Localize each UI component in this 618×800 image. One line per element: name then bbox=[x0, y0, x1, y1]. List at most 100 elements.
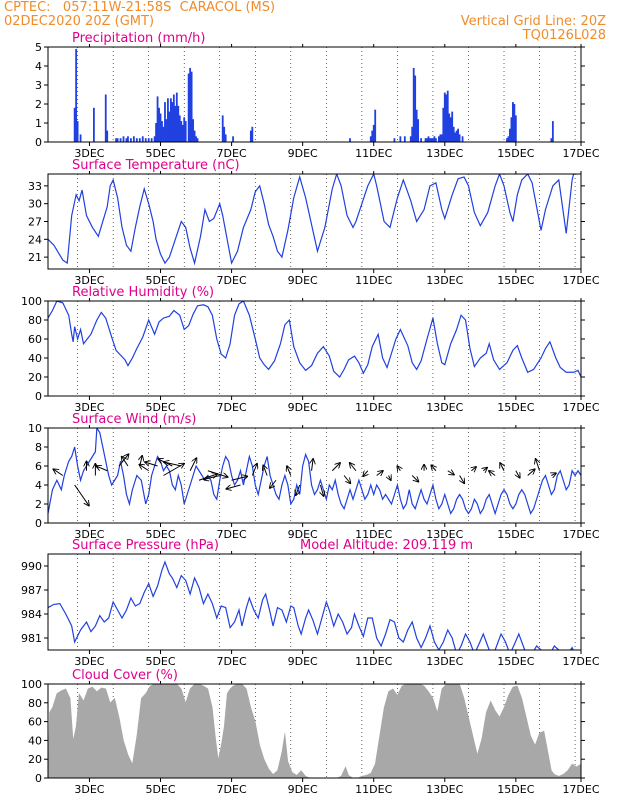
cloud-area bbox=[48, 684, 581, 778]
wind-y-tick-label: 10 bbox=[28, 422, 42, 435]
precip-bar bbox=[73, 107, 76, 142]
cloud-y-tick-label: 60 bbox=[28, 716, 42, 729]
temp-y-tick-label: 30 bbox=[28, 198, 42, 211]
temp-panel: Surface Temperature (nC) 21 24 27 30 33 3DEC 5D… bbox=[28, 158, 600, 287]
wind-x-tick-label: 17DEC bbox=[562, 528, 599, 541]
precip-bar bbox=[232, 136, 234, 142]
rh-x-tick-label: 11DEC bbox=[355, 401, 392, 414]
wind-vector-arrow bbox=[536, 459, 540, 471]
precip-bar bbox=[510, 117, 513, 142]
precip-frame bbox=[47, 46, 582, 143]
cloud-x-tick-label: 5DEC bbox=[145, 783, 175, 796]
cloud-x-tick-label: 13DEC bbox=[426, 783, 463, 796]
precip-bar bbox=[443, 92, 446, 142]
wind-vector-arrow bbox=[226, 484, 241, 489]
precip-bar bbox=[437, 136, 440, 142]
precip-bar bbox=[174, 105, 177, 142]
temp-x-tick-label: 13DEC bbox=[426, 274, 463, 287]
cloud-x-tick-label: 11DEC bbox=[355, 783, 392, 796]
precip-bar bbox=[168, 111, 171, 142]
precip-x-tick-label: 5DEC bbox=[145, 147, 175, 160]
wind-vector-arrow bbox=[489, 471, 496, 476]
precip-bar bbox=[514, 115, 517, 142]
precip-bar bbox=[169, 98, 172, 142]
precip-bar bbox=[132, 136, 135, 142]
precip-bar bbox=[150, 138, 153, 142]
precip-title: Precipitation (mm/h) bbox=[72, 31, 205, 46]
wind-y-tick-label: 4 bbox=[35, 479, 42, 492]
wind-vector-arrow bbox=[551, 473, 556, 475]
precip-bar bbox=[442, 107, 445, 142]
precip-bar bbox=[178, 115, 181, 142]
rh-y-tick-label: 100 bbox=[21, 295, 42, 308]
precip-bar bbox=[115, 138, 118, 142]
rh-x-tick-label: 17DEC bbox=[562, 401, 599, 414]
precip-bar bbox=[161, 121, 163, 142]
cloud-frame bbox=[47, 683, 582, 779]
wind-y-tick-label: 8 bbox=[35, 441, 42, 454]
precip-bar bbox=[374, 109, 377, 142]
press-title: Surface Pressure (hPa) bbox=[72, 538, 219, 553]
cloud-x-tick-label: 17DEC bbox=[562, 783, 599, 796]
wind-x-tick-label: 13DEC bbox=[426, 528, 463, 541]
precip-bar bbox=[455, 130, 458, 142]
cloud-title: Cloud Cover (%) bbox=[72, 668, 178, 683]
precip-bar bbox=[76, 121, 79, 142]
cloud-x-tick-label: 15DEC bbox=[497, 783, 534, 796]
precip-bar bbox=[426, 138, 428, 142]
rh-x-tick-label: 3DEC bbox=[74, 401, 104, 414]
precip-bar bbox=[147, 138, 150, 142]
wind-x-tick-label: 3DEC bbox=[74, 528, 104, 541]
precip-bar bbox=[75, 48, 78, 142]
press-y-tick-label: 987 bbox=[21, 584, 42, 597]
press-frame bbox=[47, 553, 582, 651]
precip-bar bbox=[412, 67, 415, 142]
press-y-tick-label: 990 bbox=[21, 560, 42, 573]
precip-bar bbox=[372, 124, 375, 142]
rh-x-tick-label: 15DEC bbox=[497, 401, 534, 414]
precip-bar bbox=[192, 119, 194, 142]
precip-bar bbox=[162, 126, 165, 142]
temp-frame bbox=[47, 173, 582, 270]
wind-title: Surface Wind (m/s) bbox=[72, 412, 196, 427]
wind-vector-arrow bbox=[139, 464, 149, 472]
precip-bar bbox=[187, 73, 190, 142]
rh-x-tick-label: 7DEC bbox=[217, 401, 247, 414]
rh-y-tick-label: 60 bbox=[28, 333, 42, 346]
precip-bar bbox=[393, 138, 396, 142]
rh-x-tick-label: 9DEC bbox=[288, 401, 318, 414]
cloud-x-tick-label: 3DEC bbox=[74, 783, 104, 796]
precip-bar bbox=[189, 67, 192, 142]
temp-title: Surface Temperature (nC) bbox=[72, 158, 240, 173]
precip-bar bbox=[119, 138, 122, 142]
cloud-x-tick-label: 7DEC bbox=[217, 783, 247, 796]
precip-y-tick-label: 4 bbox=[35, 60, 42, 73]
press-x-tick-label: 3DEC bbox=[74, 655, 104, 668]
precip-bar bbox=[106, 130, 109, 142]
precip-bar bbox=[138, 138, 141, 142]
wind-frame bbox=[47, 427, 582, 524]
precip-y-tick-label: 2 bbox=[35, 98, 42, 111]
wind-y-tick-label: 2 bbox=[35, 498, 42, 511]
wind-x-tick-label: 11DEC bbox=[355, 528, 392, 541]
wind-x-tick-label: 5DEC bbox=[145, 528, 175, 541]
precip-bar bbox=[155, 123, 157, 142]
wind-vector-arrow bbox=[263, 465, 267, 476]
wind-vector-arrow bbox=[331, 463, 340, 472]
rh-series-line bbox=[48, 301, 581, 378]
rh-x-tick-label: 13DEC bbox=[426, 401, 463, 414]
precip-bar bbox=[122, 136, 125, 142]
precip-bar bbox=[172, 94, 175, 142]
temp-x-tick-label: 15DEC bbox=[497, 274, 534, 287]
wind-y-tick-label: 6 bbox=[35, 460, 42, 473]
wind-vector-arrow bbox=[320, 484, 323, 496]
precip-bar bbox=[452, 126, 455, 142]
wind-vector-arrow bbox=[376, 471, 383, 476]
wind-vector-arrow bbox=[447, 471, 454, 475]
precip-bar bbox=[448, 113, 451, 142]
precip-bar bbox=[415, 109, 418, 142]
wind-vector-arrow bbox=[231, 476, 248, 481]
model-id-label: TQ0126L028 bbox=[522, 28, 606, 43]
precip-bar bbox=[449, 117, 452, 142]
precip-bar bbox=[457, 128, 460, 142]
